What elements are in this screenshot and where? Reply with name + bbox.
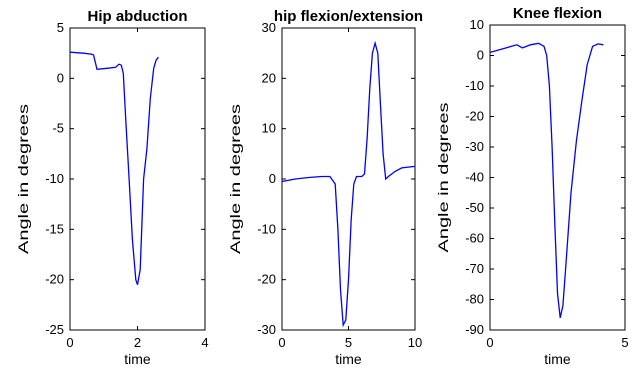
y-tick-label: 0	[57, 70, 64, 85]
y-tick-label: -20	[257, 272, 276, 287]
x-tick-label: 0	[278, 335, 285, 350]
chart-title: hip flexion/extension	[274, 8, 423, 25]
x-axis-label: time	[544, 351, 571, 367]
y-tick-label: -15	[45, 221, 64, 236]
y-tick-label: 5	[57, 20, 64, 35]
y-axis-label: Angle in degrees	[227, 104, 243, 254]
y-tick-label: -10	[465, 78, 484, 93]
x-axis-label: time	[335, 351, 362, 367]
x-tick-label: 5	[345, 335, 352, 350]
y-tick-label: 20	[262, 70, 276, 85]
y-tick-label: -60	[465, 231, 484, 246]
y-tick-label: -70	[465, 261, 484, 276]
x-tick-label: 0	[66, 335, 73, 350]
y-tick-label: -20	[45, 272, 64, 287]
y-tick-label: -30	[465, 139, 484, 154]
x-tick-label: 4	[201, 335, 208, 350]
y-tick-label: 10	[470, 17, 484, 32]
y-tick-label: -25	[45, 322, 64, 337]
y-tick-label: -90	[465, 322, 484, 337]
x-tick-label: 2	[134, 335, 141, 350]
series-line	[281, 40, 416, 328]
y-tick-label: 30	[262, 20, 276, 35]
x-tick-label: 10	[408, 335, 422, 350]
y-tick-label: 0	[477, 48, 484, 63]
series-line	[69, 51, 159, 285]
y-axis-label: Angle in degrees	[15, 104, 31, 254]
y-tick-label: -40	[465, 170, 484, 185]
y-tick-label: -30	[257, 322, 276, 337]
x-axis-label: time	[124, 351, 151, 367]
y-tick-label: -10	[45, 171, 64, 186]
y-tick-label: -10	[257, 221, 276, 236]
y-tick-label: -5	[52, 121, 64, 136]
y-tick-label: -50	[465, 200, 484, 215]
x-tick-label: 5	[621, 335, 628, 350]
chart-title: Knee flexion	[513, 5, 602, 22]
chart-title: Hip abduction	[88, 8, 188, 25]
y-tick-label: -20	[465, 109, 484, 124]
chart-knee-flexion: Knee flexion 10 0 -10 -20 -30 -40 -50 -60 -70 -80 -…	[435, 5, 629, 367]
y-tick-label: 0	[269, 171, 276, 186]
series-line	[489, 42, 604, 318]
y-tick-label: -80	[465, 292, 484, 307]
x-tick-label: 0	[486, 335, 493, 350]
y-axis-label: Angle in degrees	[435, 103, 451, 253]
y-tick-label: 10	[262, 121, 276, 136]
